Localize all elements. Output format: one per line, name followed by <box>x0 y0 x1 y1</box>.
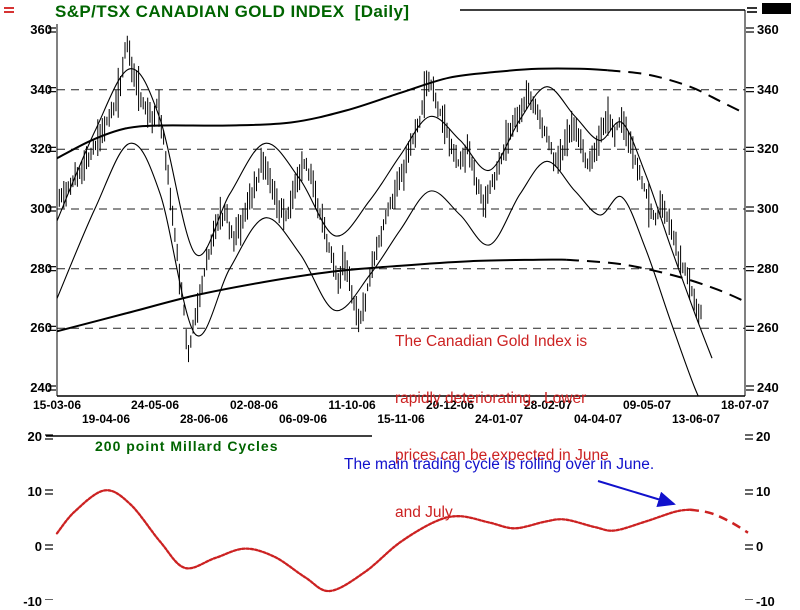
red-annotation-line: prices can be expected in June <box>395 447 609 464</box>
x-axis-label: 06-09-06 <box>278 412 328 426</box>
y-axis-label-right: 240 <box>757 380 779 395</box>
cycle-y-axis-label-left: 0 <box>34 539 42 554</box>
cycle-y-axis-label-left: -10 <box>23 594 42 609</box>
y-axis-label-right: 280 <box>757 260 779 276</box>
cycle-y-axis-label-right: 10 <box>756 484 771 499</box>
x-axis-label: 18-07-07 <box>720 398 770 412</box>
x-axis-label: 02-08-06 <box>229 398 279 412</box>
red-annotation-line: The Canadian Gold Index is <box>395 333 588 350</box>
y-axis-label-right: 300 <box>757 201 779 216</box>
top-right-corner-marks <box>747 3 791 14</box>
red-annotation-line: rapidly deteriorating. Lower <box>395 390 587 407</box>
y-axis-label-left: 360 <box>30 22 52 37</box>
chart-title: S&P/TSX CANADIAN GOLD INDEX [Daily] <box>55 2 410 21</box>
cycle-y-axis-label-right: 20 <box>756 429 771 444</box>
plot-frame <box>56 9 746 397</box>
x-axis-label: 28-02-07 <box>523 398 573 412</box>
red-annotation-line: and July. <box>395 504 456 521</box>
y-axis-label-right: 260 <box>757 320 779 336</box>
y-axis-label-left: 340 <box>30 81 52 97</box>
y-axis-label-right: 340 <box>757 81 779 97</box>
cycle-y-axis-label-right: 0 <box>756 539 764 554</box>
x-axis-label: 11-10-06 <box>328 398 376 412</box>
x-axis-label: 28-06-06 <box>179 412 229 426</box>
y-axis-label-left: 320 <box>30 141 52 157</box>
x-axis-label: 04-04-07 <box>573 412 623 426</box>
price-bars <box>57 35 702 363</box>
gridlines <box>57 89 745 329</box>
cycle-y-axis-label-left: 20 <box>27 429 42 444</box>
y-axis-label-left: 280 <box>30 260 52 276</box>
annotation-arrow <box>597 480 676 508</box>
y-axis-label-left: 300 <box>30 201 52 216</box>
x-axis-label: 15-03-06 <box>32 398 82 412</box>
millard-cycle-curve <box>55 489 749 593</box>
x-axis-label: 24-05-06 <box>130 398 180 412</box>
red-annotation: The Canadian Gold Index is rapidly deter… <box>395 294 609 541</box>
x-axis-label: 09-05-07 <box>622 398 672 412</box>
x-axis-label: 19-04-06 <box>81 412 131 426</box>
cycles-panel-title: 200 point Millard Cycles <box>95 438 279 454</box>
trend-channel-lines <box>56 67 746 333</box>
top-left-red-tick <box>4 7 14 13</box>
y-axis-label-right: 320 <box>757 141 779 157</box>
x-axis-label: 20-12-06 <box>425 398 475 412</box>
y-axis-label-left: 260 <box>30 320 52 336</box>
blue-annotation: The main trading cycle is rolling over i… <box>344 456 655 473</box>
y-axis-label-right: 360 <box>757 22 779 37</box>
y-axis-label-left: 240 <box>30 380 52 395</box>
axis-ticks <box>45 27 754 600</box>
envelope-lines <box>57 68 713 396</box>
cycle-y-axis-label-left: 10 <box>27 484 42 499</box>
x-axis-label: 15-11-06 <box>377 412 425 426</box>
x-axis-label: 13-06-07 <box>671 412 721 426</box>
cycle-y-axis-label-right: -10 <box>756 594 775 609</box>
x-axis-label: 24-01-07 <box>474 412 524 426</box>
